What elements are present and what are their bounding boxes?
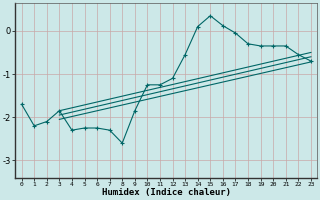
X-axis label: Humidex (Indice chaleur): Humidex (Indice chaleur) bbox=[102, 188, 231, 197]
